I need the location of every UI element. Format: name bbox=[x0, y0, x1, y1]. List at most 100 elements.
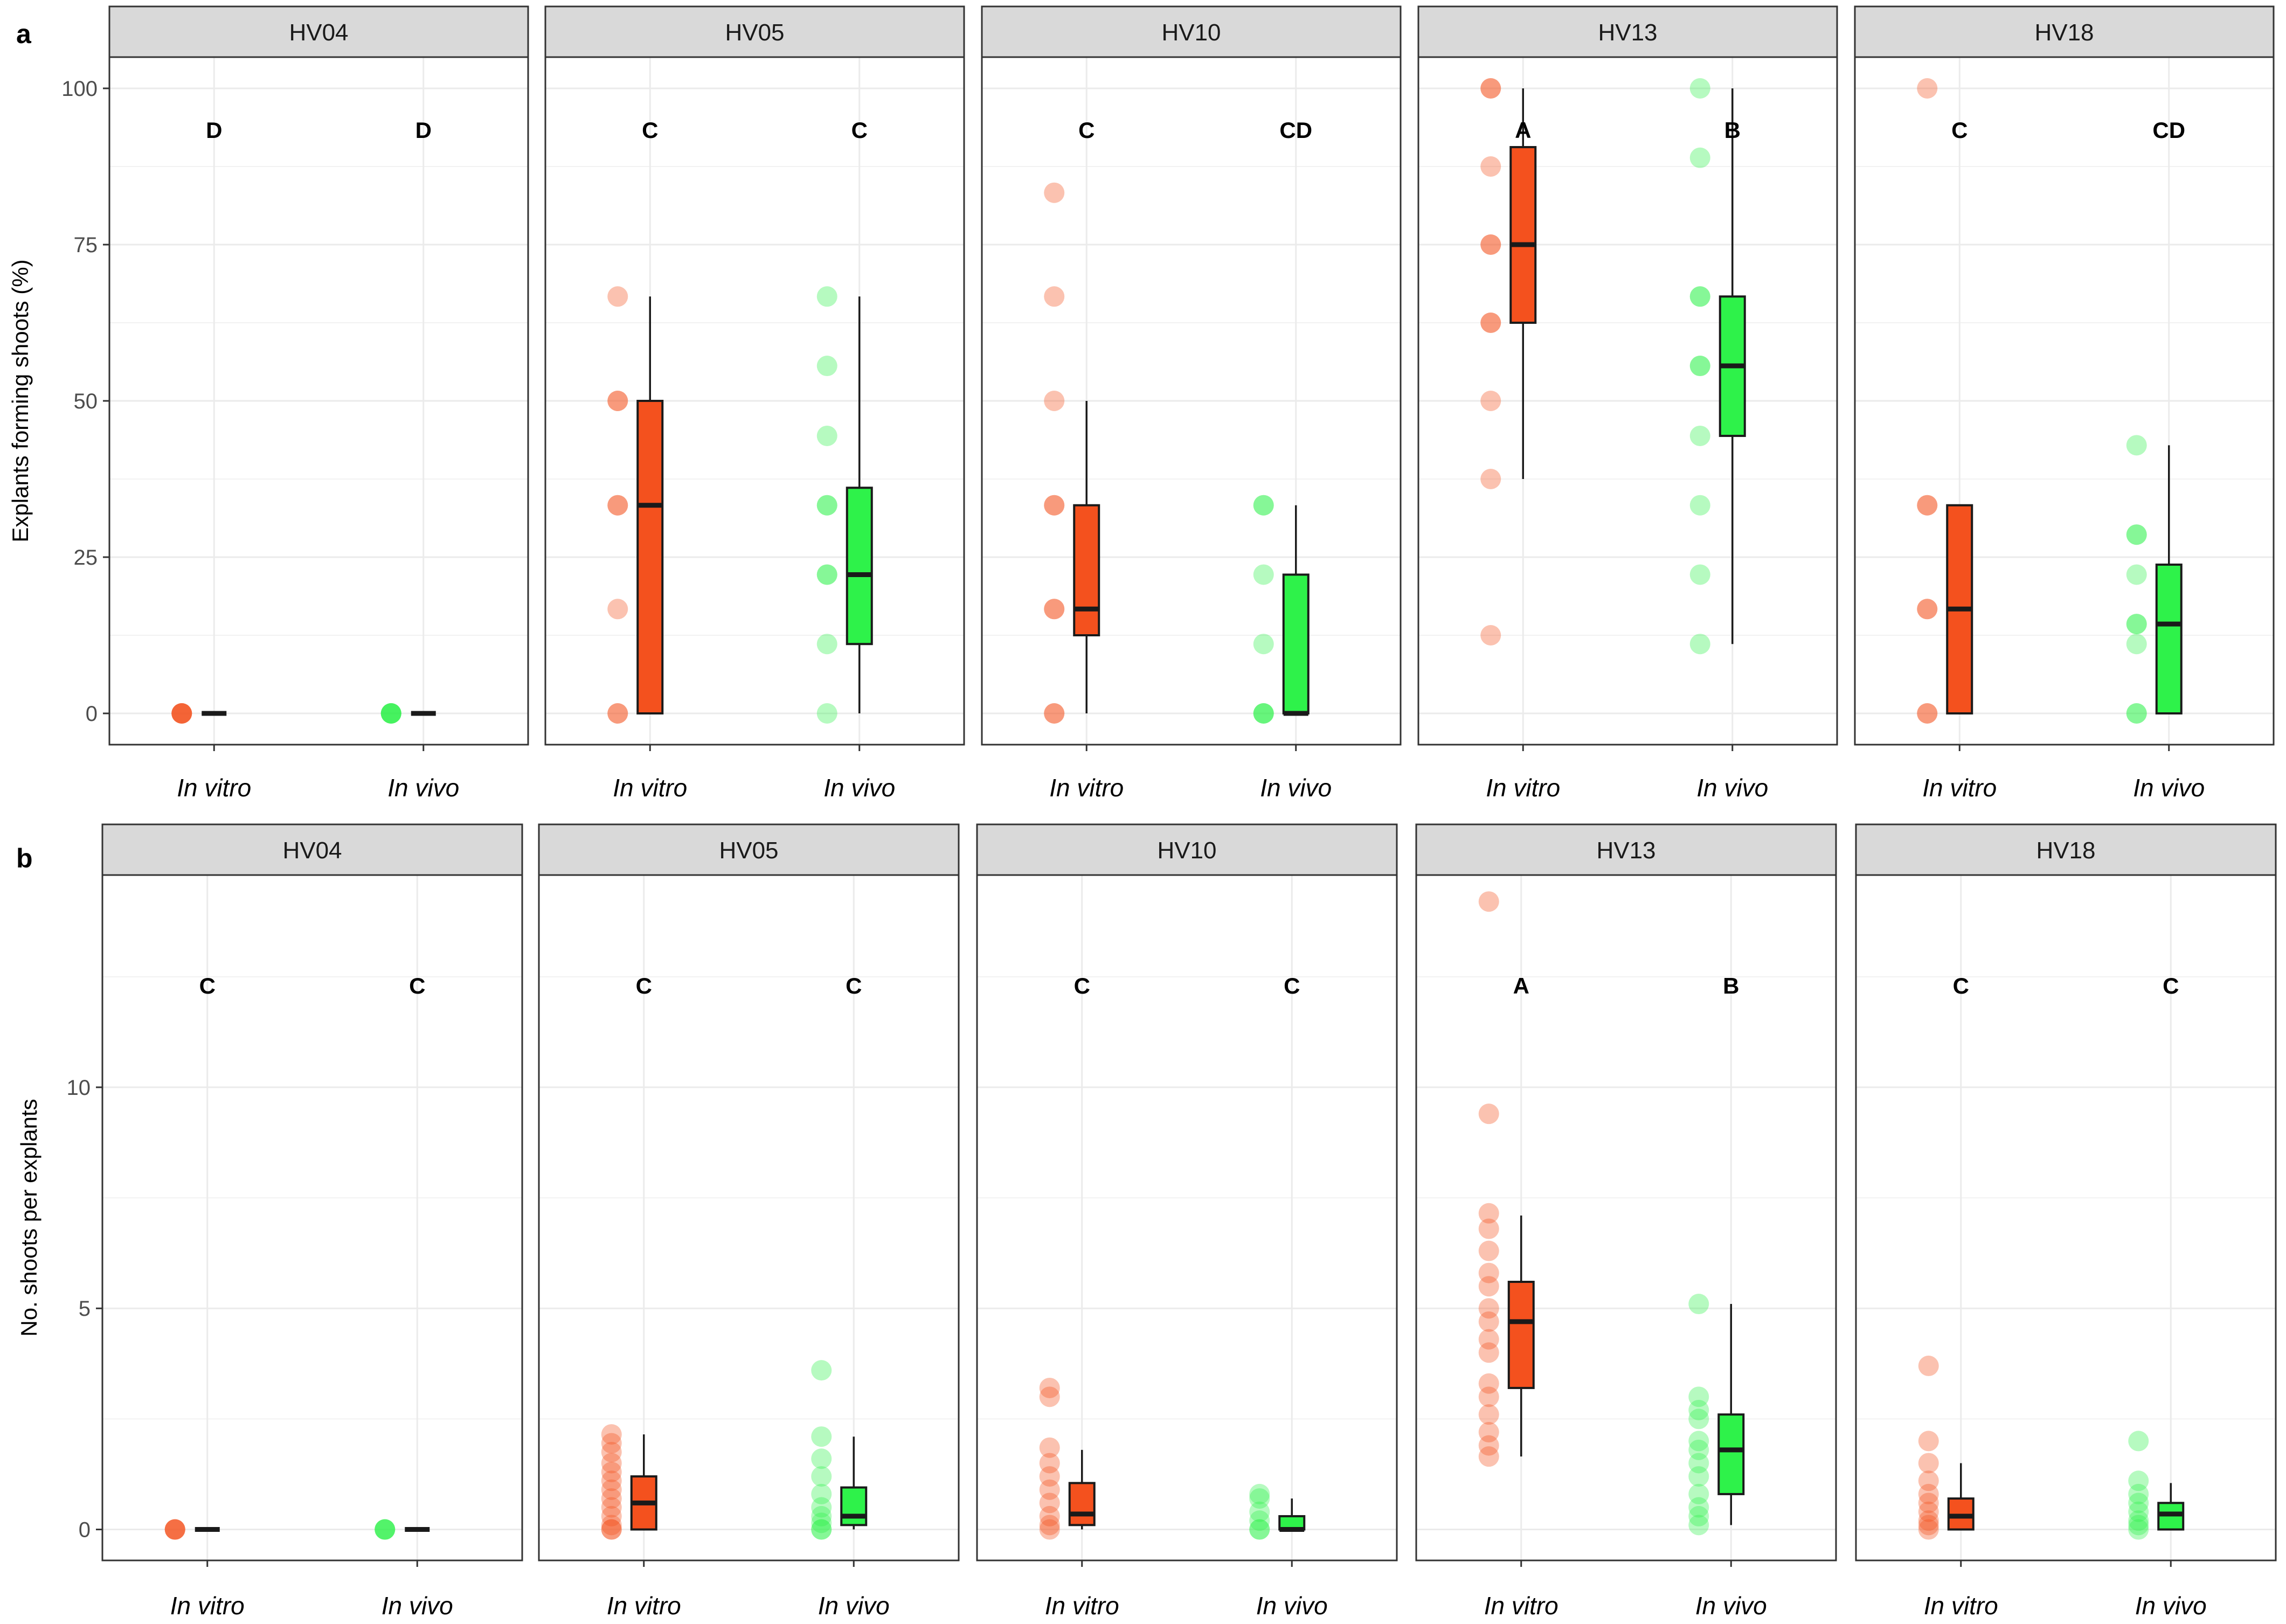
data-point bbox=[601, 1497, 622, 1518]
data-point bbox=[1480, 234, 1501, 255]
data-point bbox=[2126, 564, 2147, 585]
box bbox=[2155, 563, 2183, 715]
facet-title: HV04 bbox=[282, 837, 342, 864]
data-point bbox=[2128, 1519, 2149, 1540]
data-point bbox=[607, 286, 628, 307]
box bbox=[1717, 1413, 1745, 1495]
data-point bbox=[1480, 313, 1501, 333]
y-tick-label: 100 bbox=[61, 77, 98, 101]
data-point bbox=[1689, 78, 1710, 99]
data-point bbox=[1917, 599, 1938, 620]
data-point bbox=[601, 1515, 622, 1536]
data-point bbox=[375, 1519, 396, 1540]
x-category-label: In vitro bbox=[1049, 774, 1124, 802]
y-tick-label: 0 bbox=[86, 702, 98, 726]
data-point bbox=[1688, 1505, 1709, 1526]
data-point bbox=[1253, 634, 1274, 655]
facet-title: HV05 bbox=[725, 19, 784, 46]
significance-letter: C bbox=[1078, 117, 1094, 143]
data-point bbox=[816, 564, 837, 585]
significance-letter: C bbox=[409, 973, 425, 998]
facet-hv05: HV05 C In vitro C In vivo bbox=[538, 823, 960, 1620]
facet-hv18: HV18 C In vitro CD In vivo bbox=[1854, 5, 2275, 802]
data-point bbox=[601, 1479, 622, 1500]
data-point bbox=[171, 703, 192, 724]
data-point bbox=[1478, 1435, 1499, 1456]
panel-border bbox=[1854, 56, 2275, 746]
box bbox=[636, 400, 664, 714]
data-point bbox=[1918, 1515, 1939, 1536]
significance-letter: C bbox=[1284, 973, 1300, 998]
panel-background bbox=[977, 875, 1397, 1560]
data-point bbox=[1253, 703, 1274, 724]
x-category-label: In vivo bbox=[1696, 774, 1768, 802]
data-point bbox=[816, 634, 837, 655]
significance-letter: C bbox=[1951, 117, 1968, 143]
facet-strip bbox=[538, 823, 960, 876]
data-point bbox=[1478, 1342, 1499, 1363]
data-point bbox=[601, 1461, 622, 1482]
facet-title: HV04 bbox=[289, 19, 348, 46]
data-point bbox=[1689, 564, 1710, 585]
panel-tag-a: a bbox=[16, 19, 32, 49]
data-point bbox=[1478, 891, 1499, 912]
significance-letter: CD bbox=[1279, 117, 1312, 143]
data-point bbox=[811, 1512, 832, 1533]
data-point bbox=[171, 703, 192, 724]
data-point bbox=[1480, 234, 1501, 255]
data-point bbox=[1918, 1510, 1939, 1531]
facet-strip bbox=[1855, 823, 2277, 876]
data-point bbox=[2126, 703, 2147, 724]
data-point bbox=[607, 391, 628, 411]
data-point bbox=[1044, 599, 1065, 620]
data-point bbox=[1039, 1453, 1060, 1474]
data-point bbox=[1478, 1298, 1499, 1319]
data-point bbox=[1478, 1262, 1499, 1283]
data-point bbox=[1918, 1431, 1939, 1452]
data-point bbox=[1044, 495, 1065, 516]
data-point bbox=[164, 1519, 185, 1540]
significance-letter: D bbox=[415, 117, 432, 143]
data-point bbox=[1688, 1408, 1709, 1429]
significance-letter: C bbox=[199, 973, 216, 998]
data-point bbox=[1478, 1446, 1499, 1467]
y-axis-label: No. shoots per explants bbox=[16, 1099, 41, 1336]
panel-border bbox=[544, 56, 965, 746]
data-point bbox=[1918, 1355, 1939, 1376]
data-point bbox=[1478, 1311, 1499, 1332]
data-point bbox=[1253, 564, 1274, 585]
data-point bbox=[816, 356, 837, 377]
facet-strip bbox=[101, 823, 523, 876]
data-point bbox=[1689, 356, 1710, 377]
data-point bbox=[811, 1448, 832, 1469]
data-point bbox=[1917, 78, 1938, 99]
facet-hv18: HV18 C In vitro C In vivo bbox=[1855, 823, 2277, 1620]
data-point bbox=[171, 703, 192, 724]
data-point bbox=[1249, 1501, 1270, 1522]
data-point bbox=[607, 703, 628, 724]
data-point bbox=[1688, 1386, 1709, 1407]
significance-letter: C bbox=[851, 117, 868, 143]
data-point bbox=[171, 703, 192, 724]
box bbox=[846, 487, 873, 646]
data-point bbox=[601, 1453, 622, 1474]
data-point bbox=[1688, 1431, 1709, 1452]
data-point bbox=[811, 1360, 832, 1381]
facet-strip bbox=[1417, 5, 1838, 58]
facet-hv10: HV10 C In vitro CD In vivo bbox=[981, 5, 1402, 802]
data-point bbox=[1689, 495, 1710, 516]
data-point bbox=[816, 286, 837, 307]
facet-title: HV10 bbox=[1161, 19, 1221, 46]
significance-letter: C bbox=[1953, 973, 1969, 998]
data-point bbox=[375, 1519, 396, 1540]
data-point bbox=[601, 1488, 622, 1509]
data-point bbox=[1039, 1505, 1060, 1526]
data-point bbox=[1249, 1483, 1270, 1504]
data-point bbox=[1688, 1515, 1709, 1536]
data-point bbox=[1478, 1240, 1499, 1261]
facet-hv13: HV13 A In vitro B In vivo bbox=[1417, 5, 1838, 802]
panel-border bbox=[981, 56, 1402, 746]
data-point bbox=[1689, 425, 1710, 446]
x-category-label: In vivo bbox=[382, 1592, 453, 1620]
data-point bbox=[1688, 1497, 1709, 1518]
